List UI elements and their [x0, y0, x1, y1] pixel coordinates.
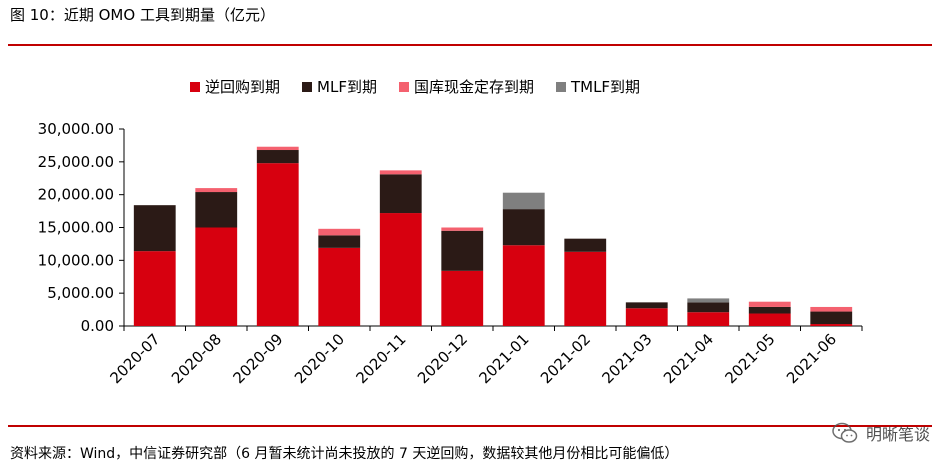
y-tick-label: 25,000.00: [38, 153, 114, 171]
legend-item-reverse-repo: 逆回购到期: [190, 76, 280, 97]
x-tick-label: 2020-12: [414, 330, 471, 387]
wechat-icon: [832, 422, 858, 443]
legend-swatch-reverse-repo: [190, 81, 200, 92]
bar-segment-2020-12-s0: [441, 270, 484, 326]
bar-segment-2020-09-s0: [256, 163, 299, 326]
bar-segment-2021-06-s1: [810, 311, 853, 325]
watermark-text: 明晰笔谈: [865, 425, 930, 444]
bar-segment-2020-10-s2: [318, 228, 361, 236]
chart-legend: 逆回购到期 MLF到期 国库现金定存到期 TMLF到期: [190, 76, 640, 97]
y-tick-label: 5,000.00: [47, 284, 114, 302]
y-tick-label: 0.00: [81, 317, 114, 335]
legend-swatch-tmlf: [555, 81, 566, 92]
x-tick-label: 2021-05: [722, 330, 779, 387]
bar-segment-2021-05-s2: [748, 301, 791, 307]
legend-label-reverse-repo: 逆回购到期: [205, 78, 281, 96]
footer-divider: [8, 425, 932, 427]
bar-segment-2020-09-s2: [256, 146, 299, 151]
legend-item-treasury-deposit: 国库现金定存到期: [398, 76, 534, 97]
x-tick-label: 2020-07: [107, 330, 164, 387]
x-tick-label: 2021-06: [783, 330, 840, 387]
bar-segment-2021-03-s1: [625, 302, 668, 309]
x-tick-label: 2021-04: [660, 330, 717, 387]
source-note: 资料来源：Wind，中信证券研究部（6 月暂未统计尚未投放的 7 天逆回购，数据…: [10, 446, 679, 462]
bar-segment-2021-04-s0: [687, 312, 730, 326]
title-divider: [8, 44, 932, 46]
x-tick-label: 2020-11: [353, 330, 410, 387]
bar-segment-2021-05-s1: [748, 306, 791, 314]
y-tick-label: 15,000.00: [38, 219, 114, 237]
y-tick-label: 30,000.00: [38, 120, 114, 138]
bar-segment-2020-11-s2: [379, 170, 422, 175]
stacked-bar-chart: 0.00 5,000.00 10,000.00 15,000.00 20,000.00 2…: [38, 120, 863, 387]
x-tick-label: 2020-09: [230, 330, 287, 387]
x-tick-label: 2020-10: [291, 330, 348, 387]
bar-segment-2020-08-s2: [195, 188, 238, 193]
bar-segment-2021-03-s0: [625, 308, 668, 326]
bar-segment-2021-02-s1: [564, 238, 607, 252]
bar-segment-2020-10-s0: [318, 247, 361, 326]
bar-segment-2020-12-s1: [441, 230, 484, 271]
bar-segment-2021-02-s0: [564, 251, 607, 326]
legend-label-mlf: MLF到期: [317, 78, 377, 96]
watermark: 明晰笔谈: [832, 421, 930, 445]
bar-segment-2020-08-s0: [195, 227, 238, 326]
bar-segment-2021-06-s2: [810, 306, 853, 312]
bar-segment-2020-07-s0: [133, 251, 176, 326]
bar-segment-2020-10-s1: [318, 235, 361, 248]
chart-title: 图 10：近期 OMO 工具到期量（亿元）: [10, 6, 275, 24]
bar-segment-2021-01-s1: [502, 209, 545, 246]
x-tick-label: 2020-08: [168, 330, 225, 387]
bar-segment-2021-04-s1: [687, 302, 730, 313]
legend-swatch-mlf: [302, 81, 313, 92]
x-tick-label: 2021-03: [599, 330, 656, 387]
legend-item-mlf: MLF到期: [302, 76, 377, 97]
bar-segment-2020-11-s0: [379, 213, 422, 326]
bar-segment-2021-01-s0: [502, 245, 545, 326]
bar-segment-2020-11-s1: [379, 174, 422, 214]
legend-label-treasury-deposit: 国库现金定存到期: [413, 78, 534, 96]
bar-segment-2020-08-s1: [195, 192, 238, 228]
bar-segment-2021-06-s0: [810, 324, 853, 326]
bar-segment-2020-12-s2: [441, 227, 484, 231]
y-tick-label: 10,000.00: [38, 251, 114, 269]
bar-segment-2020-07-s1: [133, 205, 176, 252]
bar-segment-2021-05-s0: [748, 313, 791, 326]
legend-item-tmlf: TMLF到期: [555, 76, 641, 97]
y-tick-label: 20,000.00: [38, 186, 114, 204]
bar-segment-2021-01-s3: [502, 192, 545, 210]
legend-swatch-treasury-deposit: [398, 81, 409, 92]
bar-segment-2021-04-s3: [687, 298, 730, 303]
bar-segment-2020-09-s1: [256, 150, 299, 164]
legend-label-tmlf: TMLF到期: [570, 78, 641, 96]
x-tick-label: 2021-01: [476, 330, 533, 387]
x-tick-label: 2021-02: [537, 330, 594, 387]
